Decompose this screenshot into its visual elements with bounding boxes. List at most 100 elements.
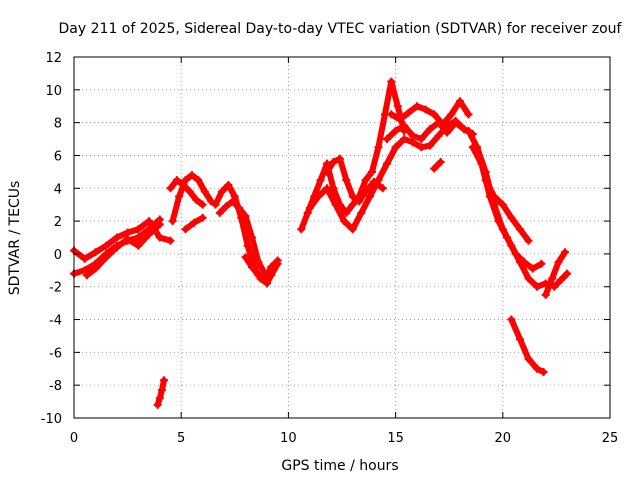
data-point-marker xyxy=(211,200,220,209)
data-point-marker xyxy=(417,143,426,152)
series-trace xyxy=(508,316,547,376)
series-track-c xyxy=(82,220,164,280)
data-point-marker xyxy=(241,212,250,221)
data-point-marker xyxy=(417,135,426,144)
data-point-marker xyxy=(192,195,201,204)
data-point-marker xyxy=(185,187,194,196)
data-point-marker xyxy=(404,108,413,117)
data-point-marker xyxy=(155,220,164,229)
y-tick-label: -6 xyxy=(49,346,62,361)
data-point-marker xyxy=(355,197,364,206)
data-point-marker xyxy=(515,225,524,234)
data-point-marker xyxy=(498,200,507,209)
data-point-marker xyxy=(314,192,323,201)
data-point-marker xyxy=(387,77,396,86)
data-point-marker xyxy=(82,271,91,280)
data-point-marker xyxy=(217,187,226,196)
data-point-marker xyxy=(267,263,276,272)
data-point-marker xyxy=(494,217,503,226)
data-point-marker xyxy=(243,241,252,250)
data-point-marker xyxy=(112,233,121,242)
series-track-d xyxy=(168,171,216,226)
data-point-marker xyxy=(511,249,520,258)
series-track-q xyxy=(430,158,445,173)
data-point-marker xyxy=(340,217,349,226)
data-point-marker xyxy=(451,116,460,125)
y-tick-label: 4 xyxy=(54,182,62,197)
data-point-marker xyxy=(348,192,357,201)
data-point-marker xyxy=(447,110,456,119)
series-trace xyxy=(242,254,281,284)
data-point-marker xyxy=(305,203,314,212)
data-point-marker xyxy=(198,213,207,222)
data-point-marker xyxy=(524,236,533,245)
data-point-marker xyxy=(342,176,351,185)
data-point-marker xyxy=(524,274,533,283)
y-tick-label: -8 xyxy=(49,379,62,394)
data-point-marker xyxy=(378,184,387,193)
data-series xyxy=(70,77,572,409)
y-tick-label: -4 xyxy=(49,314,62,329)
data-point-marker xyxy=(153,400,162,409)
data-point-marker xyxy=(365,192,374,201)
y-tick-label: 12 xyxy=(45,51,62,66)
data-point-marker xyxy=(533,364,542,373)
data-point-marker xyxy=(247,263,256,272)
data-point-marker xyxy=(91,248,100,257)
data-point-marker xyxy=(395,115,404,124)
data-point-marker xyxy=(430,110,439,119)
data-point-marker xyxy=(477,159,486,168)
data-point-marker xyxy=(400,135,409,144)
data-point-marker xyxy=(537,259,546,268)
data-point-marker xyxy=(507,213,516,222)
data-point-marker xyxy=(374,143,383,152)
data-point-marker xyxy=(198,200,207,209)
data-point-marker xyxy=(254,271,263,280)
data-point-marker xyxy=(181,225,190,234)
data-point-marker xyxy=(215,208,224,217)
data-point-marker xyxy=(181,176,190,185)
data-point-marker xyxy=(503,233,512,242)
data-point-marker xyxy=(175,192,184,201)
y-tick-label: 0 xyxy=(54,248,62,263)
data-point-marker xyxy=(548,274,557,283)
data-point-marker xyxy=(468,143,477,152)
data-point-marker xyxy=(443,121,452,130)
data-point-marker xyxy=(247,233,256,242)
data-point-marker xyxy=(408,138,417,147)
series-track-p xyxy=(391,116,469,152)
y-tick-label: -10 xyxy=(41,412,62,427)
data-point-marker xyxy=(200,187,209,196)
series-trace xyxy=(482,177,532,244)
data-point-marker xyxy=(297,225,306,234)
data-point-marker xyxy=(541,290,550,299)
data-point-marker xyxy=(187,171,196,180)
data-point-marker xyxy=(322,167,331,176)
data-point-marker xyxy=(348,225,357,234)
data-point-marker xyxy=(348,200,357,209)
data-point-marker xyxy=(254,258,263,267)
data-point-marker xyxy=(528,264,537,273)
data-point-marker xyxy=(539,368,548,377)
series-track-m xyxy=(322,154,387,206)
data-point-marker xyxy=(235,203,244,212)
data-point-marker xyxy=(434,118,443,127)
x-tick-label: 0 xyxy=(70,431,78,446)
series-trace xyxy=(388,98,472,128)
data-point-marker xyxy=(303,208,312,217)
series-trace xyxy=(154,377,167,408)
data-point-marker xyxy=(370,177,379,186)
data-point-marker xyxy=(436,158,445,167)
data-point-marker xyxy=(434,131,443,140)
data-point-marker xyxy=(361,187,370,196)
y-tick-label: 8 xyxy=(54,117,62,132)
data-point-marker xyxy=(425,141,434,150)
data-point-marker xyxy=(550,282,559,291)
series-track-e xyxy=(166,176,207,209)
data-point-marker xyxy=(490,192,499,201)
axis-ticks: 0 5 10 15 20 25 -10 -8 -6 -4 -2 0 2 4 6 8 10 12 xyxy=(41,51,619,446)
x-axis-label: GPS time / hours xyxy=(281,458,398,474)
data-point-marker xyxy=(322,184,331,193)
data-point-marker xyxy=(560,248,569,257)
